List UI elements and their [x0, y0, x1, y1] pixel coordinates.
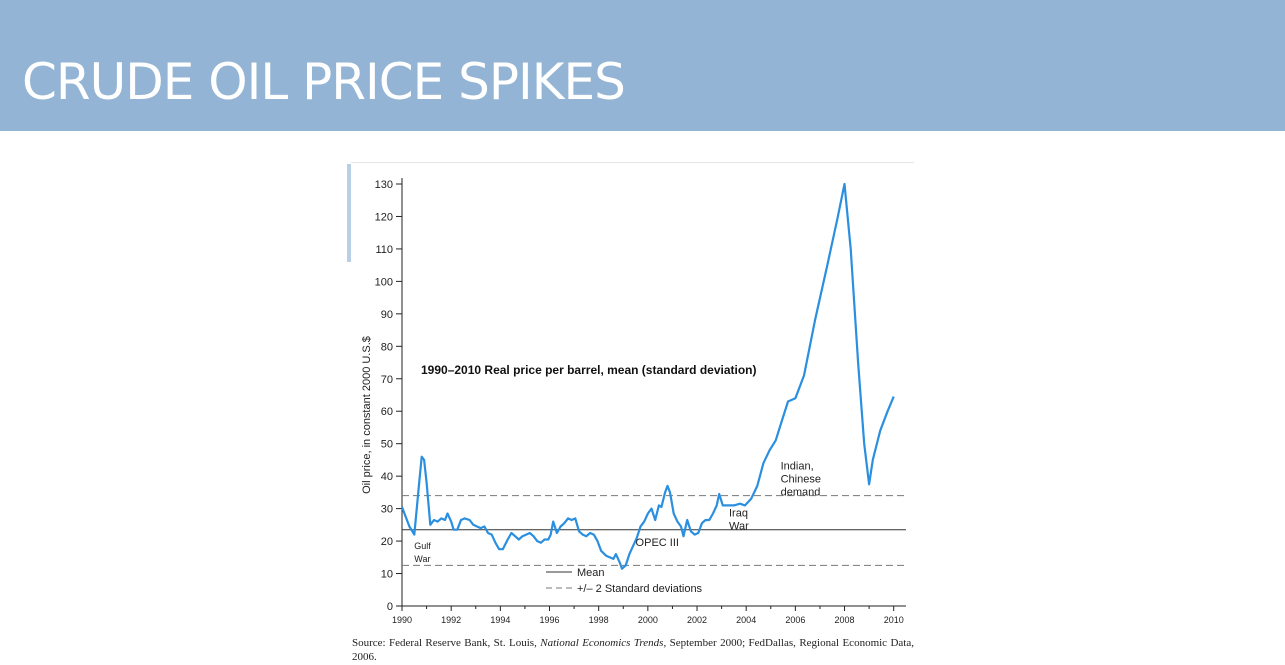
title-banner: CRUDE OIL PRICE SPIKES — [0, 0, 1285, 131]
y-tick-label: 130 — [375, 179, 393, 191]
y-tick-label: 120 — [375, 211, 393, 223]
source-note: Source: Federal Reserve Bank, St. Louis,… — [352, 636, 914, 664]
y-tick-label: 80 — [381, 341, 393, 353]
y-tick-label: 20 — [381, 536, 393, 548]
annotation-label: War — [729, 521, 749, 533]
x-tick-label: 2000 — [638, 615, 658, 625]
annotation-label: Chinese — [781, 474, 821, 486]
y-axis-label: Oil price, in constant 2000 U.S.$ — [361, 336, 373, 494]
x-tick-label: 2004 — [736, 615, 756, 625]
source-publication: National Economics Trends — [540, 637, 664, 649]
y-tick-label: 10 — [381, 569, 393, 581]
y-tick-label: 30 — [381, 504, 393, 516]
accent-bar — [347, 164, 351, 262]
source-suffix: , September 2000; FedDallas, Regional Ec… — [352, 637, 914, 663]
y-tick-label: 40 — [381, 471, 393, 483]
y-tick-label: 100 — [375, 276, 393, 288]
price-series-line — [400, 182, 895, 570]
annotation-label: Indian, — [781, 461, 814, 473]
legend-std-label: +/– 2 Standard deviations — [577, 583, 703, 595]
y-tick-label: 50 — [381, 439, 393, 451]
y-tick-label: 110 — [375, 244, 393, 256]
x-tick-label: 1994 — [490, 615, 510, 625]
x-tick-label: 2006 — [785, 615, 805, 625]
annotation-label: Gulf — [414, 541, 431, 551]
x-tick-label: 1996 — [539, 615, 559, 625]
y-tick-label: 60 — [381, 406, 393, 418]
slide-title: CRUDE OIL PRICE SPIKES — [22, 53, 626, 111]
x-tick-label: 2010 — [884, 615, 904, 625]
annotation-label: OPEC III — [636, 537, 679, 549]
x-tick-label: 2002 — [687, 615, 707, 625]
x-tick-label: 1998 — [589, 615, 609, 625]
x-tick-label: 1992 — [441, 615, 461, 625]
source-prefix: Source: Federal Reserve Bank, St. Louis, — [352, 637, 541, 649]
annotation-label: Iraq — [729, 508, 748, 520]
chart-title: 1990–2010 Real price per barrel, mean (s… — [421, 363, 756, 377]
y-tick-label: 0 — [387, 601, 393, 613]
y-tick-label: 70 — [381, 374, 393, 386]
y-tick-label: 90 — [381, 309, 393, 321]
annotation-label: demand — [781, 487, 821, 499]
x-tick-label: 2008 — [835, 615, 855, 625]
legend-mean-label: Mean — [577, 567, 605, 579]
annotation-label: War — [414, 554, 430, 564]
chart-figure — [347, 161, 914, 665]
x-tick-label: 1990 — [392, 615, 412, 625]
figure-top-rule — [351, 162, 914, 163]
